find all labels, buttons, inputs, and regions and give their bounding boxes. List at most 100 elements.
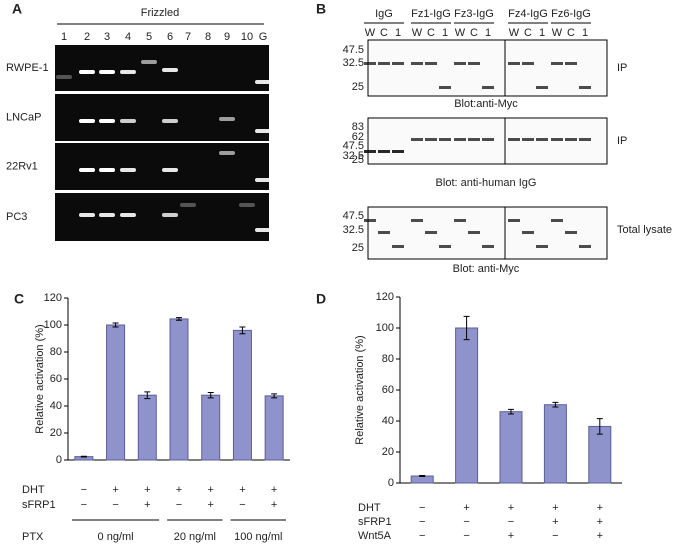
mw-marker: 32.5 (343, 57, 364, 69)
lane-label: C (427, 27, 435, 39)
cell-line-label: 22Rv1 (6, 160, 38, 172)
condition-label: Wnt5A (358, 530, 392, 542)
cell-line-label: LNCaP (6, 111, 41, 123)
group-label: Fz4-IgG (508, 8, 548, 20)
group-label: Fz6-IgG (551, 8, 591, 20)
mw-marker: 25 (352, 81, 364, 93)
band (392, 245, 404, 248)
band (120, 119, 136, 123)
condition-sign: + (207, 484, 213, 496)
group-label: 0 ng/ml (98, 531, 134, 543)
band (454, 62, 466, 65)
lane-label: W (412, 27, 423, 39)
band (522, 231, 534, 234)
panel-label: C (14, 291, 24, 307)
mw-marker: 83 (352, 121, 364, 133)
band (219, 151, 235, 155)
bar (543, 404, 567, 484)
panel-label: A (12, 1, 22, 17)
group-label: Fz1-IgG (411, 8, 451, 20)
band (239, 203, 255, 207)
lane-label: 10 (241, 31, 253, 43)
band (364, 219, 376, 222)
panel-label: D (316, 291, 326, 307)
gel (55, 143, 269, 190)
band (219, 117, 235, 121)
error-bar (176, 317, 182, 321)
band (255, 228, 271, 232)
lane-label: 6 (167, 31, 173, 43)
lane-label: W (365, 27, 376, 39)
band (508, 138, 520, 141)
band (565, 231, 577, 234)
condition-sign: + (552, 502, 558, 514)
condition-sign: + (144, 499, 150, 511)
condition-sign: + (597, 502, 603, 514)
band (411, 219, 423, 222)
y-axis-label: Relative activation (%) (354, 335, 366, 444)
band (255, 178, 271, 182)
condition-sign: − (419, 530, 425, 542)
lane-label: 4 (125, 31, 131, 43)
band (565, 138, 577, 141)
bar (201, 394, 221, 461)
blot-side-label: IP (617, 62, 627, 74)
group-label: 20 ng/ml (174, 531, 216, 543)
condition-sign: − (508, 516, 514, 528)
band (378, 231, 390, 234)
band (378, 62, 390, 65)
y-tick-label: 120 (44, 292, 62, 304)
y-tick-label: 120 (376, 291, 394, 303)
band (468, 62, 480, 65)
condition-label: DHT (358, 502, 381, 514)
band (99, 119, 115, 123)
condition-sign: + (271, 499, 277, 511)
band (425, 231, 437, 234)
band (482, 245, 494, 248)
band (120, 168, 136, 172)
error-bar (552, 401, 559, 408)
lane-label: W (509, 27, 520, 39)
y-tick-label: 100 (44, 319, 62, 331)
bar (588, 425, 612, 484)
band (162, 213, 178, 217)
error-bar (463, 315, 470, 341)
band (439, 245, 451, 248)
lane-label: 1 (539, 27, 545, 39)
band (579, 245, 591, 248)
condition-label: sFRP1 (358, 516, 392, 528)
y-tick-label: 80 (50, 346, 62, 358)
error-bar (508, 408, 514, 415)
lane-label: 5 (146, 31, 152, 43)
error-bar (207, 392, 214, 399)
condition-sign: + (508, 502, 514, 514)
lane-label: 9 (224, 31, 230, 43)
lane-label: G (259, 31, 268, 43)
blot-caption: Blot:anti-Myc (454, 98, 518, 110)
band (79, 168, 95, 172)
condition-sign: − (419, 502, 425, 514)
band (378, 150, 390, 153)
band (565, 62, 577, 65)
error-bar (596, 418, 603, 435)
band (482, 86, 494, 89)
y-tick-label: 100 (376, 322, 394, 334)
lane-label: 2 (84, 31, 90, 43)
band (536, 245, 548, 248)
blot-side-label: Total lysate (617, 224, 672, 236)
lane-label: 1 (395, 27, 401, 39)
condition-sign: − (239, 499, 245, 511)
lane-label: C (380, 27, 388, 39)
condition-sign: − (81, 499, 87, 511)
condition-sign: − (463, 516, 469, 528)
band (392, 150, 404, 153)
condition-sign: − (419, 516, 425, 528)
bar (455, 327, 479, 484)
lane-label: C (470, 27, 478, 39)
band (141, 60, 157, 64)
band (180, 203, 196, 207)
lane-label: W (552, 27, 563, 39)
band (99, 168, 115, 172)
lane-label: W (455, 27, 466, 39)
band (99, 70, 115, 74)
